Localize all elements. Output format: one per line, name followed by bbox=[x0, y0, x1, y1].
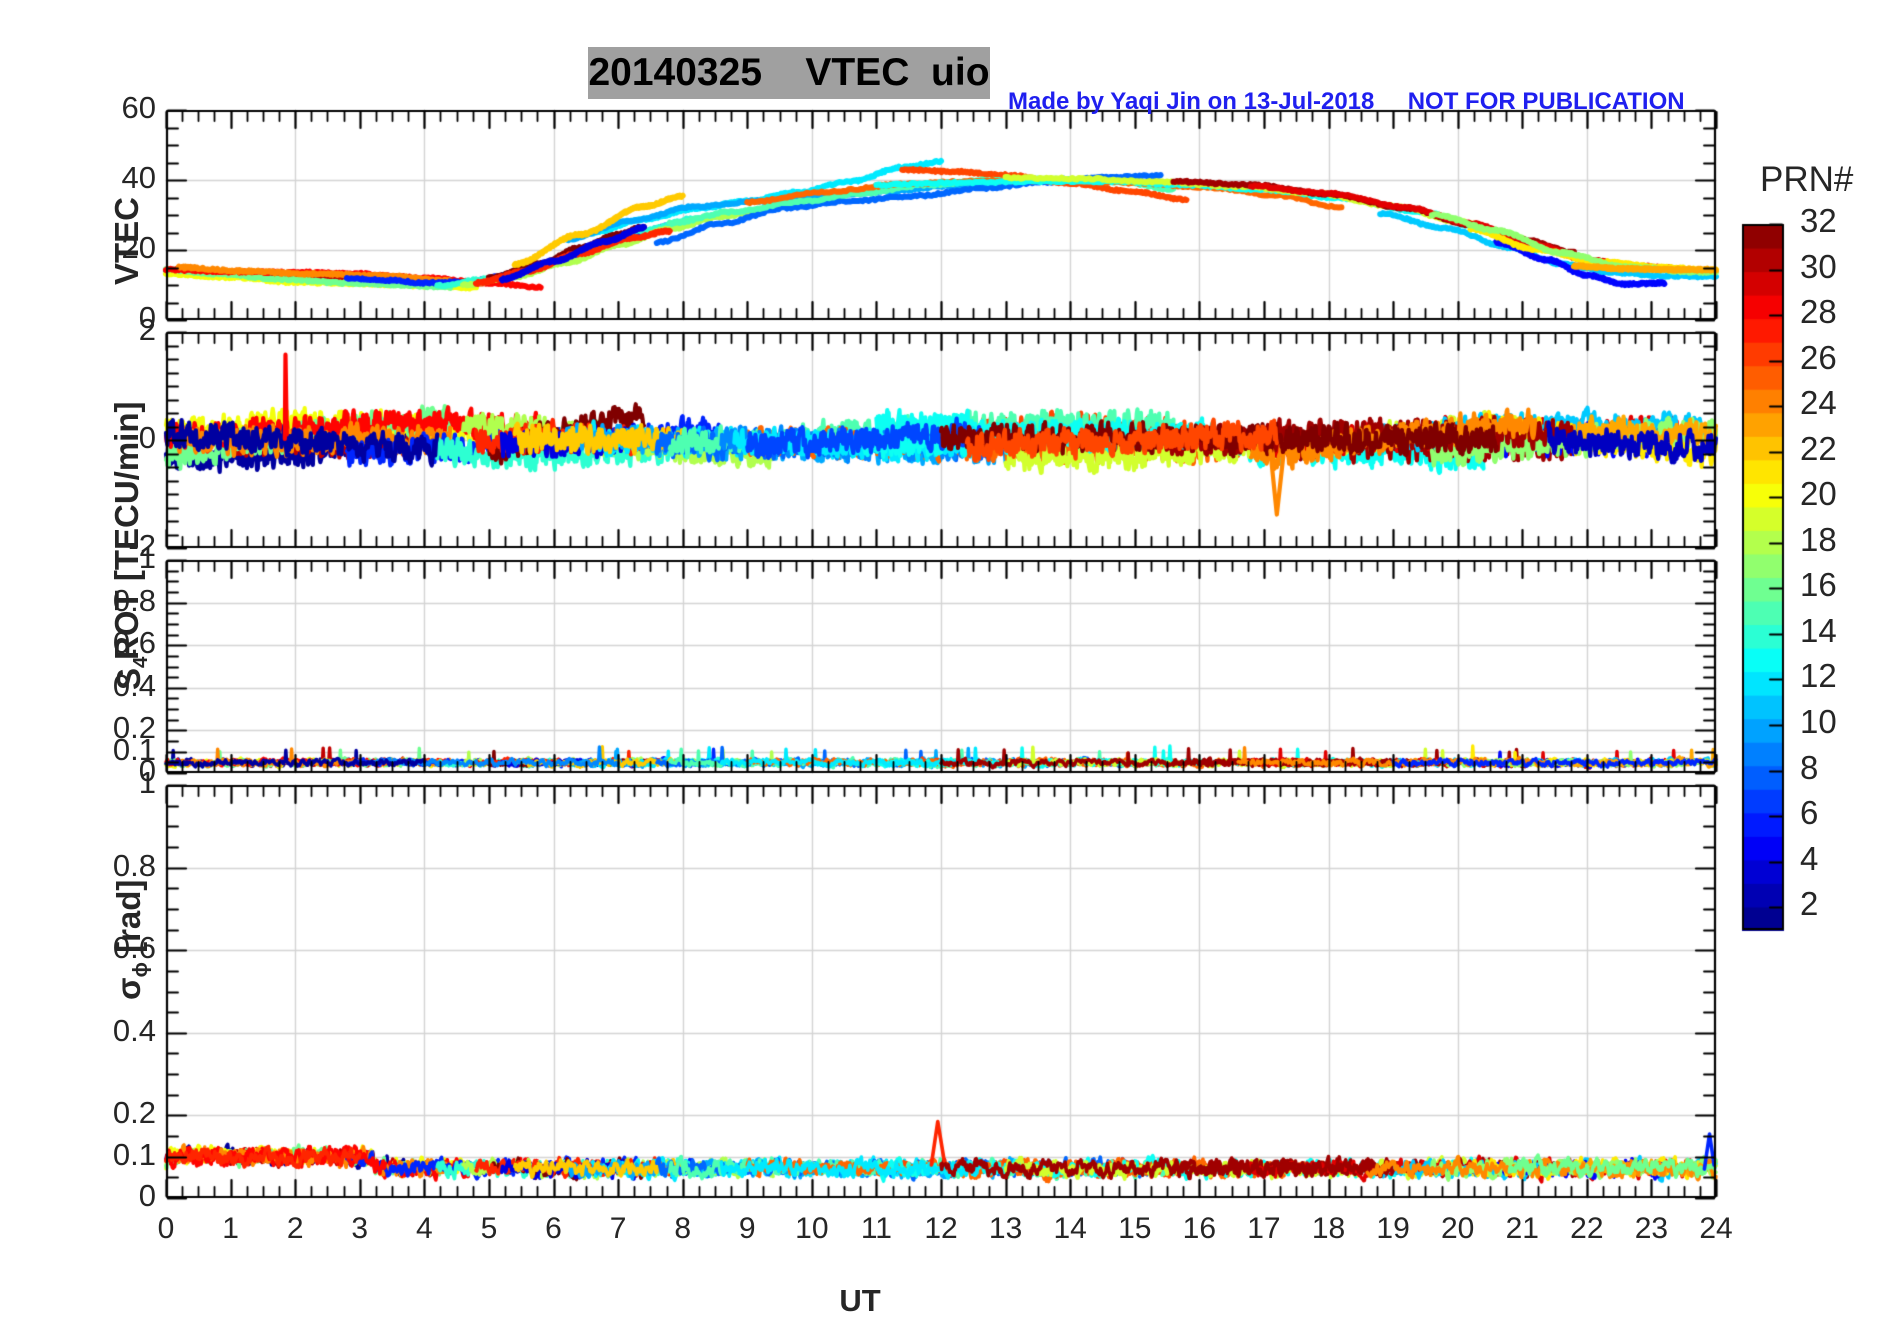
x-tick-12: 12 bbox=[924, 1212, 958, 1245]
colorbar-tick-6: 6 bbox=[1800, 794, 1819, 832]
y-tick-sigmaphi-0_1: 0.1 bbox=[112, 1136, 156, 1172]
colorbar-tick-20: 20 bbox=[1800, 475, 1837, 513]
x-tick-19: 19 bbox=[1376, 1212, 1410, 1245]
x-tick-2: 2 bbox=[286, 1212, 304, 1245]
x-tick-20: 20 bbox=[1440, 1212, 1475, 1245]
x-tick-15: 15 bbox=[1118, 1212, 1152, 1245]
x-tick-5: 5 bbox=[480, 1212, 498, 1245]
y-tick-s4-0_8: 0.8 bbox=[112, 582, 156, 618]
y-tick-sigmaphi-0: 0 bbox=[138, 1178, 156, 1213]
x-tick-22: 22 bbox=[1570, 1212, 1604, 1245]
colorbar-title: PRN# bbox=[1760, 160, 1854, 199]
y-tick-vtec-20: 20 bbox=[121, 230, 156, 265]
colorbar-tick-8: 8 bbox=[1800, 748, 1819, 786]
axis-label-ut: UT bbox=[839, 1283, 881, 1318]
y-tick-s4-0_1: 0.1 bbox=[112, 731, 156, 767]
x-tick-10: 10 bbox=[795, 1212, 829, 1245]
x-tick-9: 9 bbox=[738, 1212, 756, 1245]
y-tick-s4-0: 0 bbox=[138, 753, 156, 788]
x-tick-21: 21 bbox=[1505, 1212, 1539, 1245]
y-tick-s4-0_6: 0.6 bbox=[112, 625, 156, 661]
colorbar-tick-32: 32 bbox=[1800, 202, 1837, 239]
x-tick-16: 16 bbox=[1182, 1212, 1217, 1245]
axis-label-sigma-main: σ bbox=[110, 977, 147, 1000]
x-tick-18: 18 bbox=[1311, 1212, 1346, 1245]
y-tick-vtec-40: 40 bbox=[121, 160, 156, 195]
colorbar-tick-10: 10 bbox=[1800, 703, 1837, 741]
x-tick-4: 4 bbox=[415, 1212, 433, 1245]
x-tick-23: 23 bbox=[1634, 1212, 1669, 1245]
y-tick-s4-0_2: 0.2 bbox=[112, 710, 156, 746]
x-tick-7: 7 bbox=[609, 1212, 627, 1245]
colorbar-tick-18: 18 bbox=[1800, 520, 1837, 558]
y-tick-s4-1: 1 bbox=[138, 540, 156, 575]
y-tick-rot-2: 2 bbox=[138, 312, 156, 347]
colorbar-tick-4: 4 bbox=[1800, 839, 1819, 877]
y-tick-sigmaphi-0_2: 0.2 bbox=[112, 1095, 156, 1131]
x-tick-13: 13 bbox=[988, 1212, 1023, 1245]
y-tick-sigmaphi-0_8: 0.8 bbox=[112, 847, 156, 883]
colorbar-tick-12: 12 bbox=[1800, 657, 1837, 695]
credit-note: Made by Yaqi Jin on 13-Jul-2018 NOT FOR … bbox=[1008, 88, 1685, 115]
x-tick-0: 0 bbox=[157, 1212, 175, 1245]
y-tick-sigmaphi-1: 1 bbox=[138, 765, 156, 800]
colorbar-tick-16: 16 bbox=[1800, 566, 1837, 604]
colorbar-tick-30: 30 bbox=[1800, 247, 1837, 285]
y-tick-rot-neg2: -2 bbox=[128, 528, 156, 563]
x-tick-6: 6 bbox=[545, 1212, 562, 1245]
colorbar-tick-24: 24 bbox=[1800, 384, 1837, 422]
x-tick-11: 11 bbox=[860, 1212, 892, 1245]
y-tick-vtec-0: 0 bbox=[138, 300, 156, 335]
x-tick-3: 3 bbox=[351, 1212, 369, 1245]
colorbar-tick-2: 2 bbox=[1800, 885, 1819, 923]
x-tick-14: 14 bbox=[1053, 1212, 1087, 1245]
y-tick-vtec-60: 60 bbox=[121, 90, 156, 125]
x-tick-8: 8 bbox=[674, 1212, 691, 1245]
x-tick-17: 17 bbox=[1247, 1212, 1281, 1245]
y-tick-rot-0: 0 bbox=[138, 420, 156, 455]
y-tick-sigmaphi-0_4: 0.4 bbox=[112, 1012, 156, 1048]
page-title: 20140325 VTEC uio bbox=[588, 51, 990, 94]
colorbar-tick-26: 26 bbox=[1800, 338, 1837, 376]
colorbar-tick-22: 22 bbox=[1800, 429, 1837, 467]
colorbar-tick-14: 14 bbox=[1800, 611, 1837, 649]
title-banner bbox=[588, 47, 990, 99]
y-tick-s4-0_4: 0.4 bbox=[112, 667, 156, 703]
x-tick-24: 24 bbox=[1699, 1212, 1733, 1245]
y-tick-sigmaphi-0_6: 0.6 bbox=[112, 930, 156, 966]
x-tick-1: 1 bbox=[222, 1212, 239, 1245]
colorbar-tick-28: 28 bbox=[1800, 293, 1837, 331]
